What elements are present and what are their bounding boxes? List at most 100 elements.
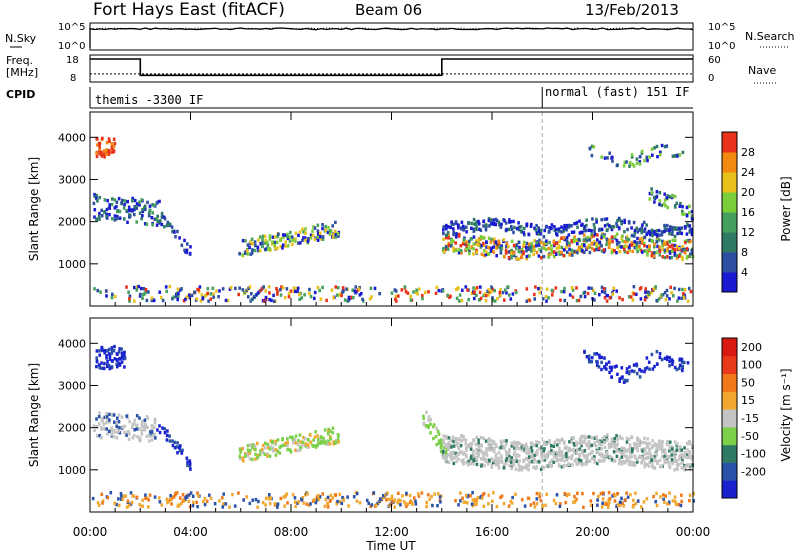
heatmap-cell [280, 285, 283, 289]
heatmap-cell [509, 297, 513, 301]
heatmap-cell [641, 458, 644, 462]
heatmap-cell [276, 502, 280, 506]
heatmap-cell [520, 250, 524, 254]
heatmap-cell [491, 298, 495, 303]
heatmap-cell [103, 155, 106, 159]
heatmap-cell [276, 292, 279, 296]
heatmap-cell [670, 447, 674, 451]
heatmap-cell [98, 195, 101, 200]
nave-tick-top: 60 [708, 55, 721, 66]
heatmap-cell [133, 212, 136, 217]
heatmap-cell [685, 256, 689, 260]
heatmap-cell [332, 442, 335, 446]
heatmap-cell [558, 441, 561, 445]
heatmap-cell [631, 462, 634, 466]
heatmap-cell [472, 247, 475, 251]
heatmap-cell [583, 250, 586, 254]
heatmap-cell [570, 456, 573, 461]
heatmap-cell [633, 446, 637, 450]
heatmap-cell [321, 223, 324, 227]
heatmap-cell [515, 453, 519, 457]
heatmap-cell [638, 240, 642, 245]
heatmap-cell [101, 136, 104, 141]
heatmap-cell [665, 249, 669, 253]
heatmap-cell [475, 239, 478, 243]
heatmap-cell [601, 497, 605, 501]
heatmap-cell [515, 290, 518, 295]
heatmap-cell [655, 447, 659, 451]
heatmap-cell [108, 206, 111, 210]
heatmap-cell [611, 239, 614, 244]
heatmap-cell [608, 442, 611, 446]
heatmap-cell [475, 293, 478, 297]
heatmap-cell [470, 245, 474, 249]
heatmap-cell [101, 419, 104, 423]
heatmap-cell [193, 290, 197, 294]
heatmap-cell [249, 252, 253, 256]
heatmap-cell [638, 455, 641, 459]
heatmap-cell [583, 349, 586, 354]
heatmap-cell [535, 250, 539, 255]
heatmap-cell [370, 503, 374, 507]
heatmap-cell [293, 438, 297, 442]
heatmap-cell [645, 366, 649, 370]
heatmap-cell [680, 448, 683, 452]
time-x-axis: 00:00 04:00 08:00 12:00 16:00 20:00 00:00 [73, 112, 710, 539]
heatmap-cell [98, 411, 101, 415]
heatmap-cell [492, 245, 495, 249]
heatmap-cell [317, 437, 320, 442]
heatmap-cell [664, 298, 668, 302]
heatmap-cell [263, 452, 267, 456]
heatmap-cell [181, 448, 184, 452]
heatmap-cell [195, 500, 198, 505]
heatmap-cell [560, 456, 564, 460]
heatmap-cell [158, 496, 161, 500]
heatmap-cell [527, 232, 531, 237]
heatmap-cell [598, 240, 601, 245]
heatmap-cell [426, 424, 430, 428]
heatmap-cell [542, 440, 546, 444]
heatmap-cell [332, 296, 335, 300]
heatmap-cell [548, 464, 552, 469]
heatmap-cell [456, 441, 460, 446]
heatmap-cell [578, 231, 582, 235]
heatmap-cell [158, 199, 161, 204]
heatmap-cell [636, 448, 639, 453]
heatmap-cell [394, 297, 397, 301]
heatmap-cell [314, 500, 318, 505]
heatmap-cell [663, 145, 667, 149]
heatmap-cell [590, 144, 594, 149]
heatmap-cell [279, 288, 282, 292]
heatmap-cell [535, 491, 539, 496]
heatmap-cell [645, 155, 649, 159]
heatmap-cell [506, 285, 510, 289]
heatmap-cell [680, 461, 684, 465]
heatmap-cell [492, 440, 496, 444]
heatmap-cell [613, 445, 616, 449]
heatmap-cell [660, 203, 664, 208]
heatmap-cell [665, 460, 669, 464]
heatmap-cell [540, 452, 543, 456]
heatmap-cell [518, 441, 521, 446]
heatmap-cell [138, 427, 142, 431]
heatmap-cell [93, 194, 96, 199]
heatmap-cell [568, 243, 571, 247]
heatmap-cell [150, 430, 154, 434]
heatmap-cell [274, 453, 278, 457]
heatmap-cell [450, 222, 453, 226]
heatmap-cell [499, 439, 503, 443]
heatmap-cell [112, 413, 116, 417]
heatmap-cell [510, 460, 513, 464]
heatmap-cell [491, 287, 494, 291]
heatmap-cell [660, 230, 664, 234]
heatmap-cell [487, 293, 490, 297]
heatmap-cell [636, 446, 639, 450]
heatmap-cell [666, 205, 669, 210]
heatmap-cell [603, 296, 607, 300]
heatmap-cell [117, 196, 121, 201]
heatmap-cell [487, 493, 491, 497]
heatmap-cell [562, 253, 565, 258]
heatmap-cell [673, 234, 677, 239]
heatmap-cell [611, 494, 614, 498]
